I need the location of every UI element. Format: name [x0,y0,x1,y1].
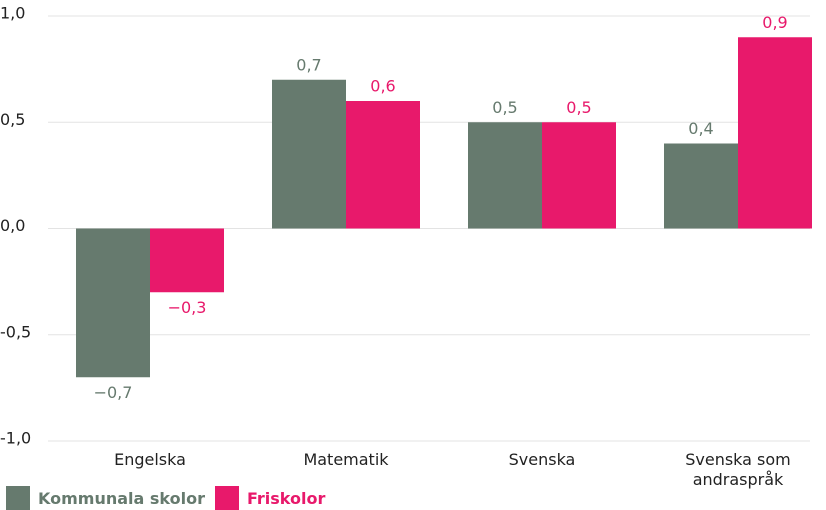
bar [272,79,346,229]
legend-label: Kommunala skolor [38,488,205,508]
bar [738,37,812,229]
x-tick-label: Svenska [508,450,576,469]
bar [542,122,616,229]
legend: Kommunala skolor Friskolor [6,486,335,510]
data-label: 0,4 [688,119,713,138]
x-tick-label: Svenska som andraspråk [685,450,791,489]
data-label: 0,5 [566,98,591,117]
bar [468,122,542,229]
x-tick-label: Matematik [303,450,389,469]
data-label: 0,5 [492,98,517,117]
y-tick-label: 1,0 [0,4,25,23]
y-tick-label: -0,5 [0,322,31,341]
legend-item: Friskolor [214,486,326,510]
bar [664,143,738,229]
legend-label: Friskolor [246,488,326,508]
legend-swatch [214,486,239,510]
y-tick-label: -1,0 [0,429,31,448]
y-tick-label: 0,5 [0,110,25,129]
y-tick-label: 0,0 [0,216,25,235]
bar [76,228,150,378]
legend-item: Kommunala skolor [6,486,205,510]
data-label: −0,7 [94,383,133,402]
data-label: 0,6 [370,77,395,96]
data-label: 0,7 [296,55,321,74]
data-label: −0,3 [168,298,207,317]
bar [150,228,224,293]
plot: -1,0 -0,5 0,0 0,5 1,0 −0,7 −0,3 0,7 0,6 0,5 0,5 0,4… [0,4,812,448]
bar [346,101,420,229]
legend-swatch [6,486,30,510]
x-tick-label: Engelska [114,450,186,469]
data-label: 0,9 [762,13,787,32]
